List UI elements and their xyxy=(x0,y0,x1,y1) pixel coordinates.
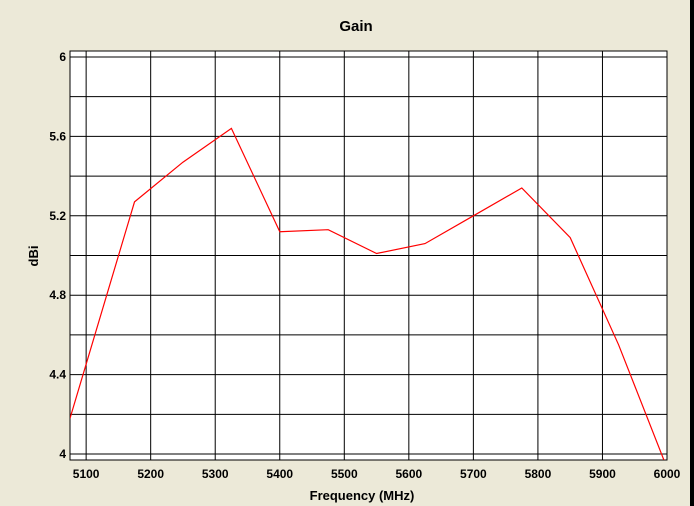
x-tick-label: 5600 xyxy=(395,467,422,481)
x-tick-label: 6000 xyxy=(654,467,681,481)
y-tick-label: 4.8 xyxy=(49,288,66,302)
x-tick-label: 5800 xyxy=(525,467,552,481)
x-tick-label: 5300 xyxy=(202,467,229,481)
x-tick-label: 5400 xyxy=(266,467,293,481)
y-tick-label: 4 xyxy=(59,447,66,461)
x-tick-label: 5900 xyxy=(589,467,616,481)
grid xyxy=(70,51,667,460)
x-tick-labels: 5100 5200 5300 5400 5500 5600 5700 5800 5900 6000 xyxy=(73,467,681,481)
y-tick-label: 6 xyxy=(59,50,66,64)
y-tick-label: 5.2 xyxy=(49,209,66,223)
gain-series-line xyxy=(70,127,665,460)
y-axis-label: dBi xyxy=(26,246,41,267)
x-tick-label: 5700 xyxy=(460,467,487,481)
x-tick-label: 5500 xyxy=(331,467,358,481)
x-tick-label: 5200 xyxy=(137,467,164,481)
x-axis-label: Frequency (MHz) xyxy=(310,488,415,503)
y-tick-label: 4.4 xyxy=(49,368,66,382)
series-layer xyxy=(70,127,665,460)
chart-title: Gain xyxy=(339,18,372,35)
y-tick-label: 5.6 xyxy=(49,129,66,143)
y-tick-labels: 4 4.4 4.8 5.2 5.6 6 xyxy=(49,50,66,461)
x-tick-label: 5100 xyxy=(73,467,100,481)
plot-border xyxy=(69,50,668,461)
